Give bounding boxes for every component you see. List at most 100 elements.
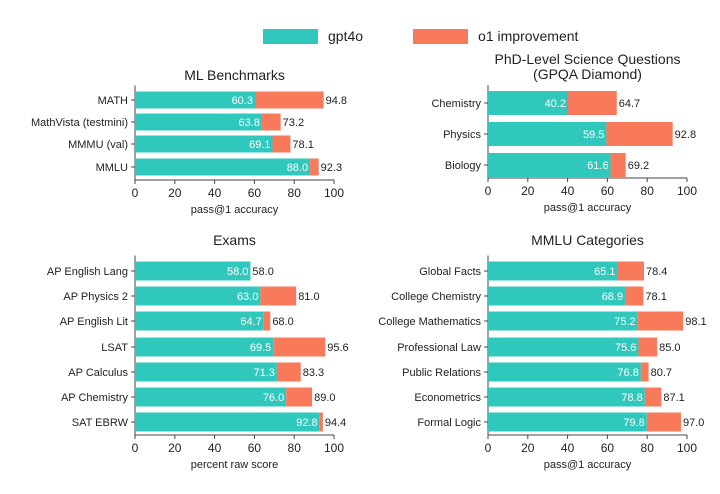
- bar-gpt4o: [135, 286, 261, 306]
- bar-gpt4o: [135, 337, 274, 357]
- bar-gpt4o: [488, 153, 611, 177]
- legend-swatch-o1: [413, 28, 469, 44]
- data-label-gpt4o: 76.0: [263, 392, 284, 404]
- x-tick-label: 40: [208, 186, 222, 200]
- data-label-gpt4o: 63.8: [239, 117, 260, 129]
- y-tick-label: MMMU (val): [68, 139, 128, 151]
- data-label-gpt4o: 58.0: [227, 266, 248, 278]
- data-label-o1: 78.4: [646, 266, 667, 278]
- y-tick-label: MMLU: [96, 162, 128, 174]
- data-label-gpt4o: 78.8: [621, 392, 642, 404]
- y-tick-label: College Chemistry: [391, 291, 481, 303]
- y-tick-label: Econometrics: [414, 392, 481, 404]
- data-label-gpt4o: 79.8: [623, 417, 644, 429]
- x-tick-label: 100: [324, 441, 344, 455]
- data-label-o1: 78.1: [645, 291, 666, 303]
- y-tick-label: Public Relations: [402, 367, 481, 379]
- x-tick-label: 60: [248, 441, 262, 455]
- x-tick-label: 40: [561, 184, 575, 198]
- data-label-o1: 94.8: [326, 95, 347, 107]
- x-tick-label: 0: [485, 441, 492, 455]
- y-tick-label: MathVista (testmini): [31, 117, 128, 129]
- chart-title: Exams: [213, 232, 256, 248]
- x-tick-label: 80: [641, 184, 655, 198]
- legend-label-o1: o1 improvement: [478, 28, 579, 44]
- chart-title: (GPQA Diamond): [533, 66, 642, 82]
- legend-label-gpt4o: gpt4o: [328, 28, 364, 44]
- bar-gpt4o: [135, 311, 264, 331]
- data-label-o1: 94.4: [325, 417, 346, 429]
- bar-o1-improvement: [625, 286, 644, 306]
- y-tick-label: Biology: [445, 160, 482, 172]
- data-label-gpt4o: 68.9: [602, 291, 623, 303]
- bar-gpt4o: [488, 286, 626, 306]
- bar-gpt4o: [135, 91, 255, 109]
- data-label-o1: 92.3: [321, 162, 342, 174]
- x-tick-label: 100: [677, 184, 697, 198]
- bar-o1-improvement: [286, 387, 313, 407]
- bar-gpt4o: [488, 311, 638, 331]
- bar-gpt4o: [135, 158, 311, 176]
- y-tick-label: AP Physics 2: [63, 291, 128, 303]
- x-tick-label: 40: [208, 441, 222, 455]
- bar-o1-improvement: [273, 337, 326, 357]
- bar-gpt4o: [135, 261, 251, 281]
- bar-gpt4o: [488, 337, 639, 357]
- bar-gpt4o: [135, 135, 273, 153]
- bar-gpt4o: [135, 412, 320, 432]
- chart-title: MMLU Categories: [531, 232, 644, 248]
- y-tick-label: Global Facts: [419, 266, 481, 278]
- data-label-o1: 73.2: [283, 117, 304, 129]
- y-tick-label: Professional Law: [397, 342, 481, 354]
- bar-gpt4o: [488, 91, 568, 115]
- y-tick-label: AP English Lit: [60, 316, 128, 328]
- x-axis-label: percent raw score: [191, 459, 278, 471]
- data-label-o1: 78.1: [292, 139, 313, 151]
- bar-gpt4o: [135, 362, 277, 382]
- y-tick-label: College Mathematics: [378, 316, 481, 328]
- bar-o1-improvement: [310, 158, 319, 176]
- x-tick-label: 60: [601, 184, 615, 198]
- data-label-gpt4o: 71.3: [253, 367, 274, 379]
- data-label-o1: 85.0: [659, 342, 680, 354]
- x-tick-label: 100: [677, 441, 697, 455]
- x-tick-label: 20: [521, 441, 535, 455]
- x-tick-label: 80: [288, 186, 302, 200]
- y-tick-label: AP English Lang: [47, 266, 128, 278]
- data-label-o1: 89.0: [314, 392, 335, 404]
- data-label-o1: 58.0: [252, 266, 273, 278]
- data-label-o1: 68.0: [272, 316, 293, 328]
- y-tick-label: AP Chemistry: [61, 392, 129, 404]
- bar-o1-improvement: [646, 412, 682, 432]
- x-tick-label: 100: [324, 186, 344, 200]
- bar-gpt4o: [488, 387, 645, 407]
- bar-o1-improvement: [272, 135, 291, 153]
- bar-o1-improvement: [254, 91, 324, 109]
- bar-gpt4o: [488, 122, 607, 146]
- y-tick-label: SAT EBRW: [72, 417, 129, 429]
- data-label-gpt4o: 40.2: [545, 98, 566, 110]
- data-label-gpt4o: 64.7: [240, 316, 261, 328]
- data-label-gpt4o: 75.2: [614, 316, 635, 328]
- y-tick-label: MATH: [98, 95, 128, 107]
- chart-title: PhD-Level Science Questions: [495, 51, 681, 67]
- bar-gpt4o: [488, 261, 618, 281]
- bar-o1-improvement: [637, 311, 684, 331]
- data-label-gpt4o: 63.0: [237, 291, 258, 303]
- x-tick-label: 0: [132, 186, 139, 200]
- x-axis-label: pass@1 accuracy: [191, 204, 279, 216]
- x-tick-label: 80: [641, 441, 655, 455]
- data-label-gpt4o: 69.1: [249, 139, 270, 151]
- bar-o1-improvement: [263, 311, 271, 331]
- x-axis-label: pass@1 accuracy: [544, 459, 632, 471]
- bar-o1-improvement: [261, 113, 281, 131]
- x-tick-label: 20: [168, 441, 182, 455]
- bar-o1-improvement: [319, 412, 323, 432]
- bar-o1-improvement: [644, 387, 662, 407]
- x-tick-label: 20: [521, 184, 535, 198]
- bar-gpt4o: [488, 362, 641, 382]
- data-label-o1: 83.3: [303, 367, 324, 379]
- data-label-o1: 64.7: [619, 98, 640, 110]
- x-axis-label: pass@1 accuracy: [544, 202, 632, 214]
